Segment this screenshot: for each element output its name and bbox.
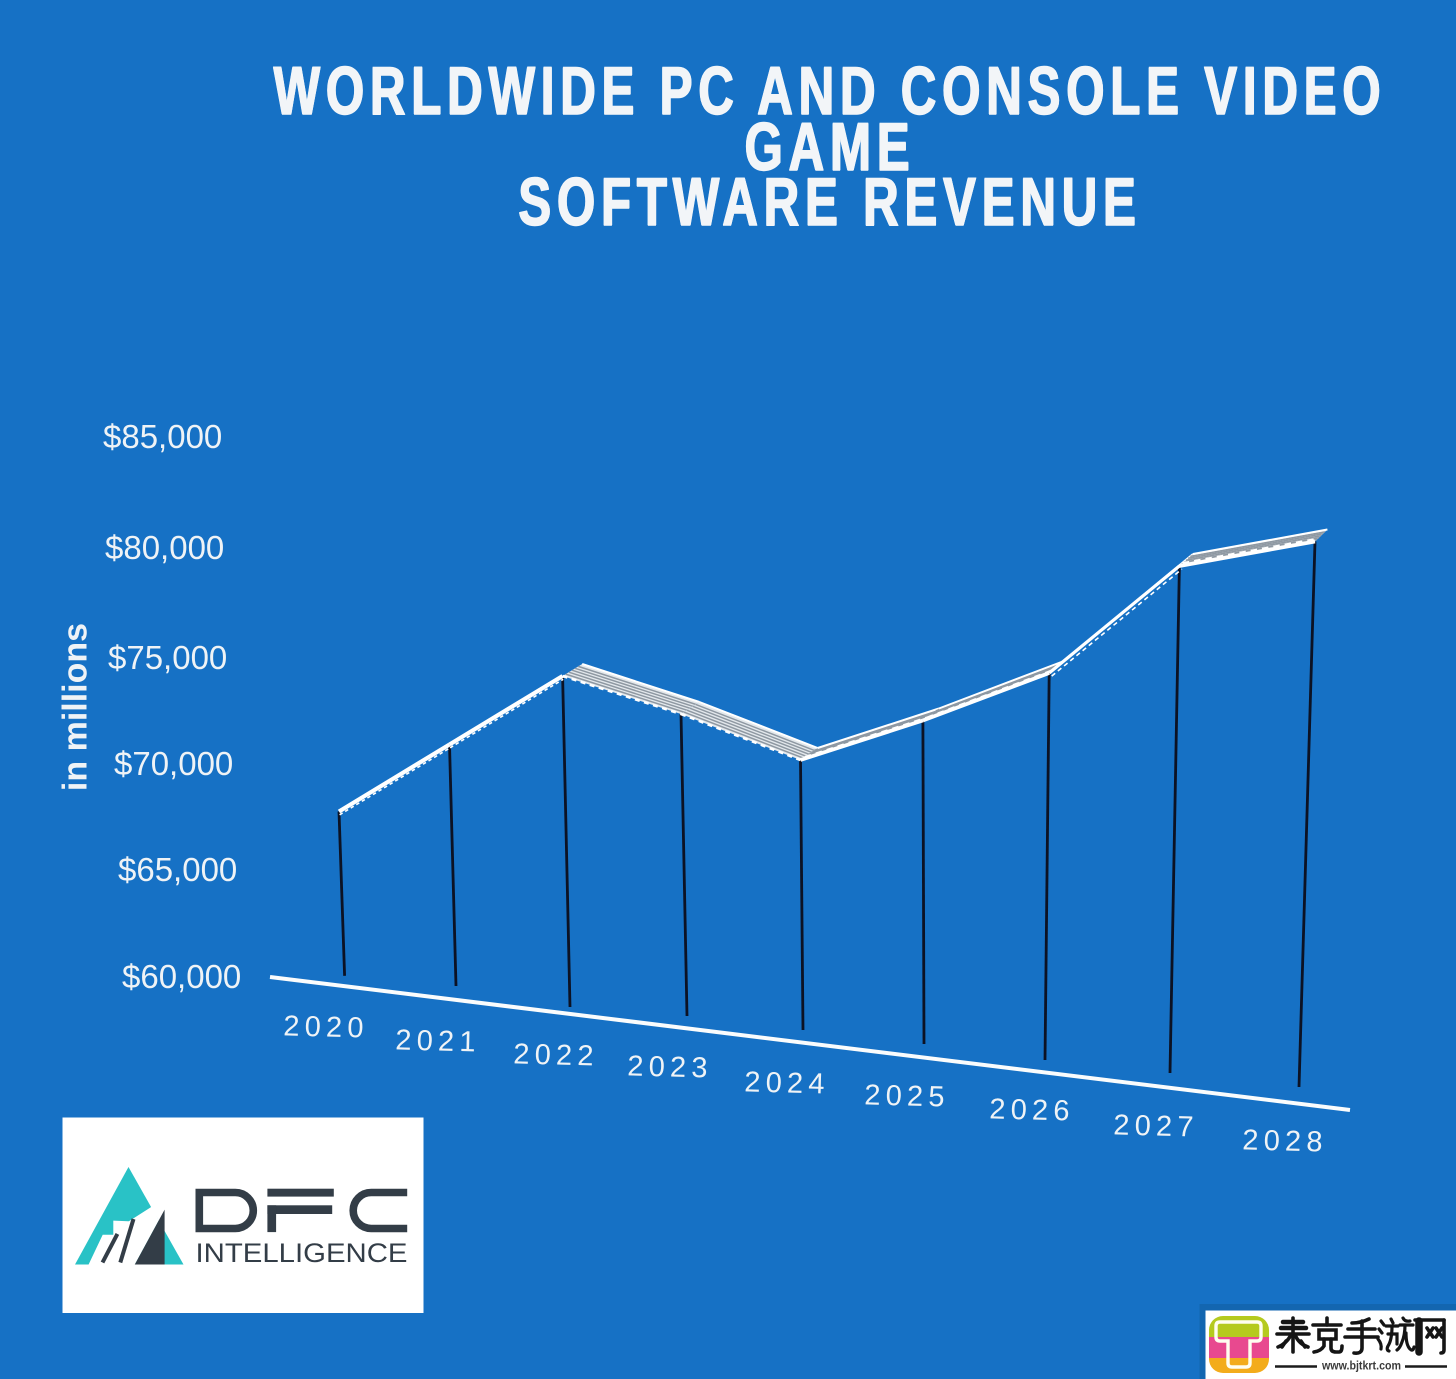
svg-text:INTELLIGENCE: INTELLIGENCE [196, 1238, 408, 1268]
svg-text:www.bjtkrt.com: www.bjtkrt.com [1321, 1361, 1401, 1373]
